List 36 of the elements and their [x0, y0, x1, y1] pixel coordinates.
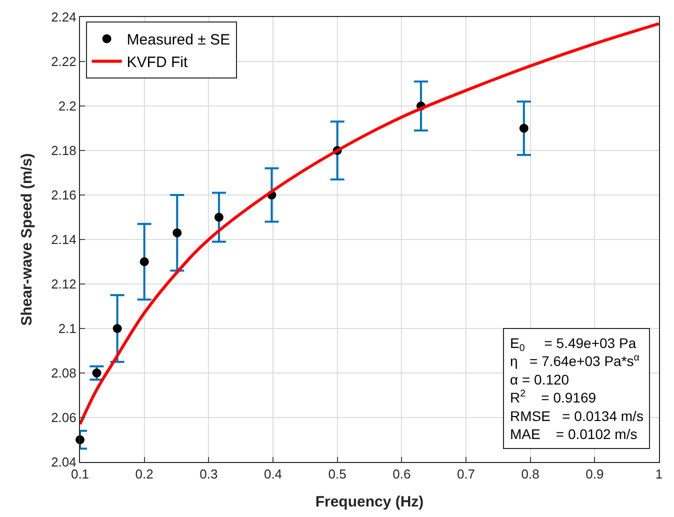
y-tick-label: 2.1 [58, 321, 76, 336]
y-tick-label: 2.06 [51, 410, 76, 426]
point [519, 124, 528, 133]
y-tick-label: 2.2 [58, 98, 76, 114]
point [92, 368, 102, 378]
point [140, 257, 149, 266]
annotation: MAE = 0.0102 m/s [510, 426, 638, 442]
annotation: α = 0.120 [510, 371, 570, 388]
legend-label: Measured ± SE [126, 32, 230, 49]
x-tick-label: 0.6 [392, 466, 411, 482]
x-tick-label: 0.8 [521, 466, 540, 482]
x-tick-label: 0.5 [328, 466, 346, 482]
point [112, 324, 122, 333]
x-tick-label: 0.7 [456, 466, 476, 482]
x-tick-label: 0.9 [586, 466, 604, 482]
y-tick-label: 2.18 [51, 143, 76, 158]
x-tick-label: 0.4 [264, 466, 282, 482]
point [172, 228, 182, 238]
x-tick-label: 0.2 [135, 466, 154, 482]
annotation: RMSE = 0.0134 m/s [510, 408, 644, 424]
y-tick-label: 2.16 [51, 188, 76, 203]
annotation: η = 7.64e+03 Pa*s$^{α}$ [510, 352, 640, 370]
y-tick-label: 2.14 [51, 232, 76, 248]
text: R$^{2}$ = 0.9169 [510, 388, 596, 406]
y-tick-label: 2.12 [51, 276, 76, 292]
text: E$_{0}$ = 5.49e+03 Pa [510, 335, 636, 354]
x-axis-title: Frequency (Hz) [315, 494, 424, 511]
x-tick-label: 0.3 [200, 466, 218, 482]
x-tick-label: 1 [655, 466, 663, 482]
point [214, 212, 224, 222]
y-axis-title: Shear-wave Speed (m/s) [18, 153, 36, 326]
line-series [80, 22, 659, 426]
y-tick-label: 2.08 [51, 366, 76, 381]
legend-label: KVFD Fit [126, 54, 188, 72]
y-tick-label: 2.24 [51, 10, 76, 25]
y-tick-label: 2.22 [51, 54, 76, 70]
